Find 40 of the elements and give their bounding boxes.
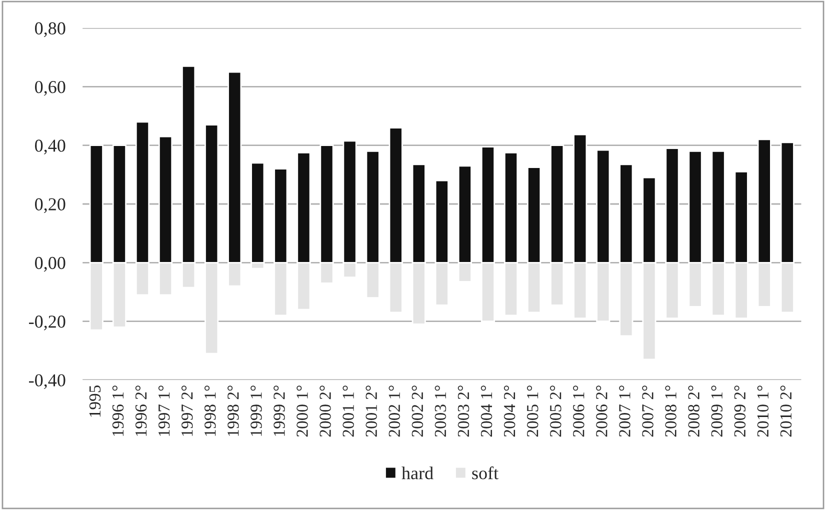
y-tick-label: -0,40 <box>28 374 66 389</box>
x-tick-label: 2007 1° <box>619 386 630 437</box>
x-tick-label: 1995 <box>89 385 101 417</box>
x-tick-label: 2006 2° <box>596 386 608 437</box>
x-tick-label: 2005 2° <box>550 386 562 437</box>
x-tick-label: 1996 2° <box>135 386 147 436</box>
y-tick-label: 0,40 <box>35 140 66 154</box>
x-tick-label: 1997 2° <box>181 386 193 436</box>
y-tick-label: -0,20 <box>28 316 66 330</box>
x-tick-label: 1998 2° <box>228 386 239 436</box>
x-tick-label: 2008 1° <box>665 386 676 437</box>
x-tick-label: 1999 1° <box>250 386 262 436</box>
x-tick-label: 2003 2° <box>458 386 470 437</box>
x-tick-label: 2007 2° <box>642 386 654 437</box>
x-tick-label: 2004 1° <box>480 386 492 437</box>
legend-label: soft <box>472 466 498 480</box>
legend-label: hard <box>402 466 434 480</box>
x-tick-label: 2000 1° <box>296 386 308 437</box>
x-tick-label: 2002 1° <box>388 386 400 437</box>
x-tick-label: 2001 1° <box>342 386 354 437</box>
y-tick-label: 0,80 <box>35 22 66 38</box>
x-tick-label: 2003 1° <box>434 386 446 437</box>
x-tick-label: 2002 2° <box>412 386 424 437</box>
x-tick-label: 2010 2° <box>780 386 792 437</box>
x-tick-label: 2004 2° <box>504 386 516 437</box>
x-tick-label: 2009 1° <box>711 386 722 437</box>
x-tick-label: 2010 1° <box>757 386 769 437</box>
x-tick-label: 1996 1° <box>112 386 124 436</box>
x-tick-label: 2006 1° <box>573 386 584 437</box>
x-tick-label: 1999 2° <box>274 386 285 436</box>
y-tick-label: 0,00 <box>35 256 66 272</box>
x-tick-label: 1997 1° <box>158 386 170 436</box>
y-tick-label: 0,20 <box>35 198 66 214</box>
x-tick-label: 2005 1° <box>526 386 538 437</box>
x-tick-label: 2000 2° <box>320 386 331 437</box>
x-tick-label: 2009 2° <box>734 386 746 437</box>
y-tick-label: 0,60 <box>35 80 66 96</box>
x-tick-label: 2001 2° <box>366 386 377 437</box>
x-tick-label: 1998 1° <box>204 386 216 436</box>
x-tick-label: 2008 2° <box>688 386 700 437</box>
